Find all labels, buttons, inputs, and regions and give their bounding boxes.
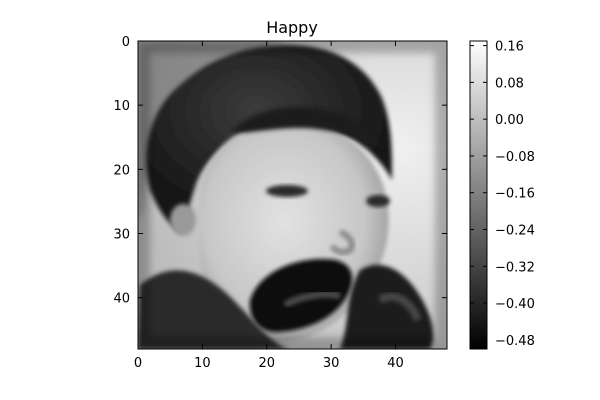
colorbar-tick-label: −0.48 [495, 334, 535, 349]
y-tick-label: 40 [113, 292, 130, 307]
heatmap-image [138, 41, 447, 349]
colorbar-tick-label: −0.24 [495, 223, 535, 238]
y-tick-label: 30 [113, 228, 130, 243]
x-tick-label: 30 [323, 356, 340, 371]
y-axis: 0 10 20 30 40 [113, 35, 447, 307]
colorbar-gradient [469, 40, 488, 350]
x-tick-label: 20 [258, 356, 275, 371]
colorbar-tick-label: −0.40 [495, 297, 535, 312]
chart-title: Happy [266, 18, 318, 37]
colorbar-tick-label: 0.08 [495, 76, 524, 91]
y-tick-label: 20 [113, 163, 130, 178]
x-tick-label: 40 [387, 356, 404, 371]
colorbar: 0.16 0.08 0.00 −0.08 −0.16 −0.24 −0.32 −0.40 −0.… [469, 40, 535, 350]
colorbar-ticks: 0.16 0.08 0.00 −0.08 −0.16 −0.24 −0.32 −0.40 −0.… [470, 40, 535, 349]
plot-frame [137, 40, 448, 350]
x-axis: 0 10 20 30 40 [134, 41, 404, 371]
colorbar-tick-label: −0.16 [495, 187, 535, 202]
colorbar-tick-label: 0.16 [495, 40, 524, 55]
colorbar-tick-label: 0.00 [495, 113, 524, 128]
y-tick-label: 0 [122, 35, 130, 50]
x-tick-label: 10 [194, 356, 211, 371]
colorbar-tick-label: −0.32 [495, 260, 535, 275]
y-tick-label: 10 [113, 99, 130, 114]
colorbar-tick-label: −0.08 [495, 150, 535, 165]
x-tick-label: 0 [134, 356, 142, 371]
